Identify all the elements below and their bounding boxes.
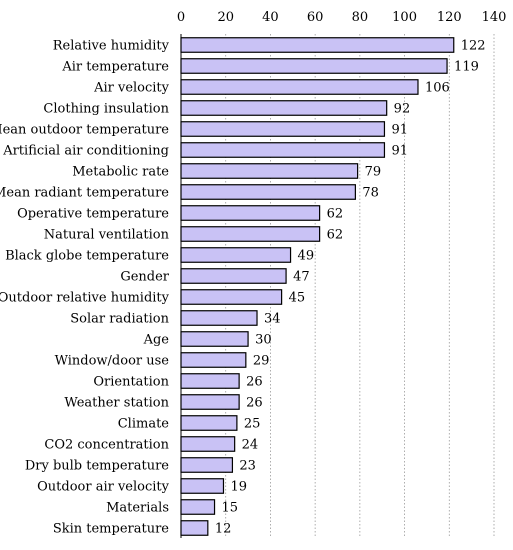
bar (180, 163, 359, 179)
data-label: 62 (327, 207, 344, 222)
category-label: Weather station (64, 396, 169, 411)
data-label: 29 (253, 354, 270, 369)
category-label: Outdoor air velocity (37, 480, 170, 495)
x-axis-ticks: 0 20 40 60 80 100 120 140 (177, 10, 507, 25)
bar (180, 142, 386, 158)
data-label: 25 (244, 417, 261, 432)
bar (180, 121, 386, 137)
x-tick-label: 140 (482, 10, 507, 25)
data-label: 26 (246, 396, 263, 411)
data-label: 12 (215, 522, 232, 537)
category-label: Window/door use (55, 354, 170, 369)
data-label: 91 (391, 123, 408, 138)
data-label: 79 (365, 165, 382, 180)
category-label: Orientation (93, 375, 169, 390)
category-label: Metabolic rate (72, 165, 169, 180)
bar (180, 226, 321, 242)
category-label: Outdoor relative humidity (0, 291, 170, 306)
x-tick-label: 40 (262, 10, 279, 25)
data-label: 47 (293, 270, 310, 285)
category-label: Skin temperature (53, 522, 169, 537)
category-label: Mean radiant temperature (0, 186, 169, 201)
bar (180, 478, 225, 494)
category-label: Age (143, 333, 170, 348)
bar (180, 268, 287, 284)
bar (180, 247, 292, 263)
data-label: 24 (242, 438, 259, 453)
category-label: Operative temperature (17, 207, 169, 222)
category-label: Air temperature (61, 60, 169, 75)
gridlines (225, 34, 495, 538)
data-label: 62 (327, 228, 344, 243)
x-tick-label: 60 (307, 10, 324, 25)
category-label: Natural ventilation (44, 228, 170, 243)
data-label: 78 (362, 186, 379, 201)
bar (180, 520, 209, 536)
category-label: Climate (118, 417, 170, 432)
x-tick-label: 80 (352, 10, 369, 25)
bar (180, 373, 240, 389)
category-label: Clothing insulation (43, 102, 169, 117)
data-label: 91 (391, 144, 408, 159)
bar (180, 37, 455, 53)
category-label: Materials (106, 501, 169, 516)
data-label: 92 (394, 102, 411, 117)
bar (180, 415, 238, 431)
bar (180, 100, 388, 116)
category-labels: Relative humidity Air temperature Air velo… (0, 39, 170, 537)
category-label: Relative humidity (53, 39, 170, 54)
category-label: Dry bulb temperature (25, 459, 169, 474)
bar (180, 394, 240, 410)
category-label: CO2 concentration (44, 438, 169, 453)
x-tick-label: 100 (392, 10, 417, 25)
category-label: Mean outdoor temperature (0, 123, 169, 138)
bar (180, 58, 448, 74)
bar (180, 457, 234, 473)
bar (180, 436, 236, 452)
data-label: 19 (230, 480, 247, 495)
x-tick-label: 120 (437, 10, 462, 25)
value-labels: 122 119 106 92 91 91 79 78 62 62 49 47 45 34 30 29 26 26 2… (215, 39, 486, 537)
data-label: 119 (454, 60, 479, 75)
data-label: 45 (289, 291, 306, 306)
data-label: 23 (239, 459, 256, 474)
bar (180, 499, 216, 515)
data-label: 106 (425, 81, 450, 96)
data-label: 15 (222, 501, 239, 516)
data-label: 34 (264, 312, 281, 327)
data-label: 30 (255, 333, 272, 348)
category-label: Black globe temperature (5, 249, 169, 264)
category-label: Artificial air conditioning (2, 144, 169, 159)
bar (180, 205, 321, 221)
bars (180, 37, 455, 536)
data-label: 26 (246, 375, 263, 390)
data-label: 49 (298, 249, 315, 264)
bar (180, 352, 247, 368)
bar (180, 331, 249, 347)
category-label: Air velocity (93, 81, 170, 96)
bar (180, 79, 419, 95)
data-label: 122 (461, 39, 486, 54)
bar (180, 289, 283, 305)
bar (180, 310, 258, 326)
bar (180, 184, 356, 200)
category-label: Solar radiation (70, 312, 169, 327)
x-tick-label: 0 (177, 10, 185, 25)
x-tick-label: 20 (217, 10, 234, 25)
category-label: Gender (120, 270, 169, 285)
